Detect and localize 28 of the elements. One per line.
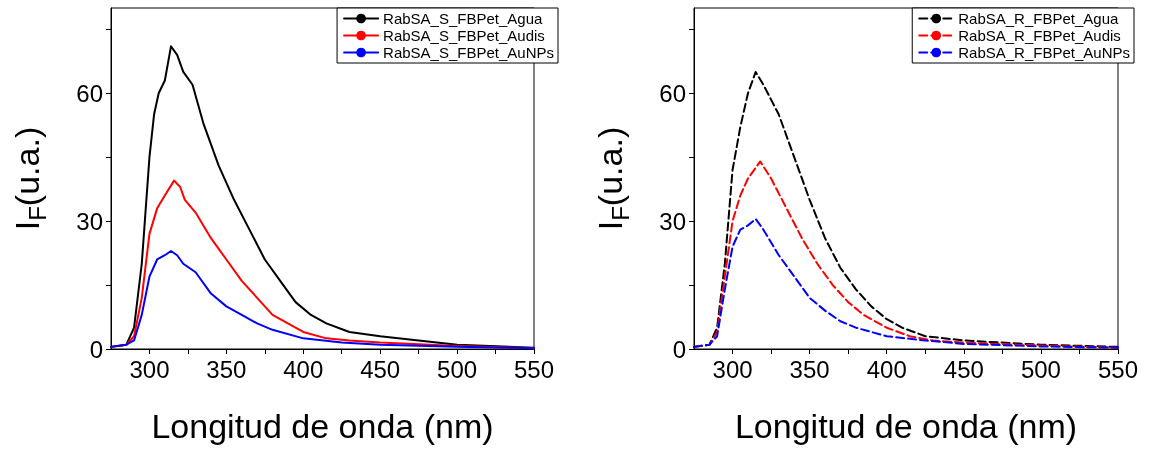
x-tick-label: 550 (1097, 355, 1139, 383)
x-axis-title: Longitud de onda (nm) (734, 407, 1078, 445)
legend-label: RabSA_S_FBPet_Audis (383, 27, 545, 44)
x-tick-label: 450 (360, 355, 401, 383)
x-tick-label: 450 (943, 355, 984, 383)
y-tick-label: 0 (672, 335, 686, 363)
x-tick-label: 500 (1020, 355, 1061, 383)
y-tick-label: 0 (89, 335, 103, 363)
y-tick-label: 30 (76, 207, 103, 235)
y-tick-label: 30 (659, 207, 686, 235)
y-axis-title: IF(u.a.) (591, 126, 634, 231)
legend-label: RabSA_R_FBPet_Audis (958, 27, 1121, 44)
y-axis-title: IF(u.a.) (8, 126, 51, 231)
legend-label: RabSA_R_FBPet_Agua (958, 10, 1119, 27)
x-tick-label: 400 (866, 355, 907, 383)
x-tick-label: 400 (283, 355, 324, 383)
legend-label: RabSA_R_FBPet_AuNPs (958, 44, 1131, 61)
y-tick-label: 60 (659, 79, 686, 107)
y-tick-label: 60 (76, 79, 103, 107)
x-axis-title: Longitud de onda (nm) (151, 407, 494, 445)
x-tick-label: 350 (206, 355, 247, 383)
x-tick-label: 550 (513, 355, 555, 383)
legend-label: RabSA_S_FBPet_AuNPs (383, 44, 555, 61)
x-tick-label: 300 (129, 355, 170, 383)
legend-label: RabSA_S_FBPet_Agua (383, 10, 543, 27)
x-tick-label: 350 (789, 355, 830, 383)
x-tick-label: 500 (437, 355, 478, 383)
x-tick-label: 300 (712, 355, 753, 383)
